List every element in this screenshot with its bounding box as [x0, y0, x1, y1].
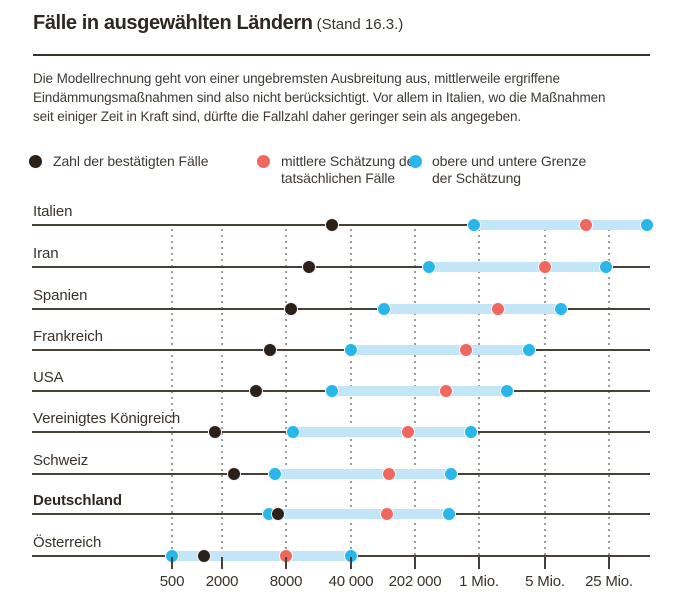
estimate-low-dot: [466, 218, 481, 232]
confirmed-dot: [262, 343, 277, 357]
row-line: [32, 224, 650, 226]
estimate-band: [383, 304, 562, 314]
row-label: Österreich: [33, 534, 102, 551]
confirmed-dot: [196, 549, 211, 563]
chart-date-note: (Stand 16.3.): [316, 16, 404, 33]
axis-tick: [544, 557, 546, 569]
estimate-low-dot: [344, 343, 358, 357]
estimate-mean-dot: [491, 302, 506, 316]
axis-tick: [414, 557, 416, 569]
axis-tick-label: 2000: [205, 573, 239, 590]
chart-title: Fälle in ausgewählten Ländern: [33, 12, 313, 34]
row-label: Schweiz: [33, 452, 89, 469]
estimate-band: [473, 220, 647, 230]
row-label: Spanien: [33, 287, 88, 304]
title-divider: [33, 54, 650, 56]
axis-tick: [171, 557, 173, 569]
axis-tick: [221, 557, 223, 569]
axis-tick-label: 202 000: [388, 573, 442, 590]
row-label: USA: [33, 369, 64, 386]
legend-label-mean-estimate: mittlere Schätzung der tatsächlichen Fäl…: [281, 153, 419, 186]
estimate-high-dot: [639, 218, 654, 232]
estimate-band: [429, 262, 606, 272]
estimate-low-dot: [267, 467, 282, 481]
axis-tick-label: 500: [159, 573, 185, 590]
row-label: Vereinigtes Königreich: [33, 410, 181, 427]
confirmed-dot: [270, 507, 285, 521]
intro-text: Die Modellrechnung geht von einer ungebr…: [33, 71, 606, 124]
estimate-mean-dot: [382, 467, 397, 481]
gridline: [544, 229, 546, 556]
gridline: [285, 229, 287, 556]
axis-tick-label: 1 Mio.: [459, 573, 499, 590]
estimate-mean-dot: [459, 343, 474, 357]
estimate-high-dot: [464, 425, 479, 439]
axis-tick-label: 25 Mio.: [585, 573, 633, 590]
legend-label-confirmed: Zahl der bestätigten Fälle: [53, 153, 209, 169]
estimate-high-dot: [441, 507, 456, 521]
row-line: [32, 308, 650, 310]
estimate-mean-dot: [380, 507, 395, 521]
gridline: [221, 229, 223, 556]
row-line: [32, 349, 650, 351]
estimate-mean-dot: [401, 425, 416, 439]
estimate-high-dot: [554, 302, 569, 316]
estimate-high-dot: [444, 467, 459, 481]
axis-tick: [478, 557, 480, 569]
axis-tick-label: 5 Mio.: [525, 573, 565, 590]
confirmed-dot: [325, 218, 340, 232]
estimate-low-dot: [422, 260, 437, 274]
confirmed-dot: [249, 384, 264, 398]
estimate-band: [351, 345, 530, 355]
row-line: [32, 266, 650, 268]
confirmed-dot-icon: [29, 155, 42, 168]
estimate-band: [332, 386, 508, 396]
axis-tick-label: 40 000: [328, 573, 374, 590]
estimate-high-dot: [500, 384, 515, 398]
estimate-mean-dot: [578, 218, 593, 232]
row-label: Deutschland: [33, 492, 122, 509]
row-label: Italien: [33, 203, 73, 220]
estimate-mean-dot: [439, 384, 454, 398]
confirmed-dot: [208, 425, 223, 439]
bounds-dot-icon: [409, 155, 422, 168]
estimate-low-dot: [325, 384, 340, 398]
confirmed-dot: [301, 260, 316, 274]
estimate-band: [172, 551, 351, 561]
page-title: Fälle in ausgewählten Ländern (Stand 16.3…: [33, 12, 403, 35]
estimate-high-dot: [522, 343, 537, 357]
gridline: [608, 229, 610, 556]
axis-tick-label: 8000: [269, 573, 303, 590]
row-label: Iran: [33, 245, 59, 262]
estimate-band: [292, 427, 472, 437]
estimate-low-dot: [376, 302, 391, 316]
estimate-mean-dot: [538, 260, 552, 274]
row-label: Frankreich: [33, 328, 103, 345]
axis-tick: [608, 557, 610, 569]
gridline: [171, 229, 173, 556]
estimate-band: [268, 509, 449, 519]
mean-estimate-dot-icon: [257, 155, 270, 168]
axis-tick: [285, 557, 287, 569]
confirmed-dot: [283, 302, 298, 316]
legend-label-bounds: obere und untere Grenze der Schätzung: [432, 153, 587, 186]
estimate-band: [274, 469, 452, 479]
estimate-low-dot: [285, 425, 300, 439]
estimate-high-dot: [598, 260, 613, 274]
confirmed-dot: [227, 467, 242, 481]
axis-tick: [350, 557, 352, 569]
